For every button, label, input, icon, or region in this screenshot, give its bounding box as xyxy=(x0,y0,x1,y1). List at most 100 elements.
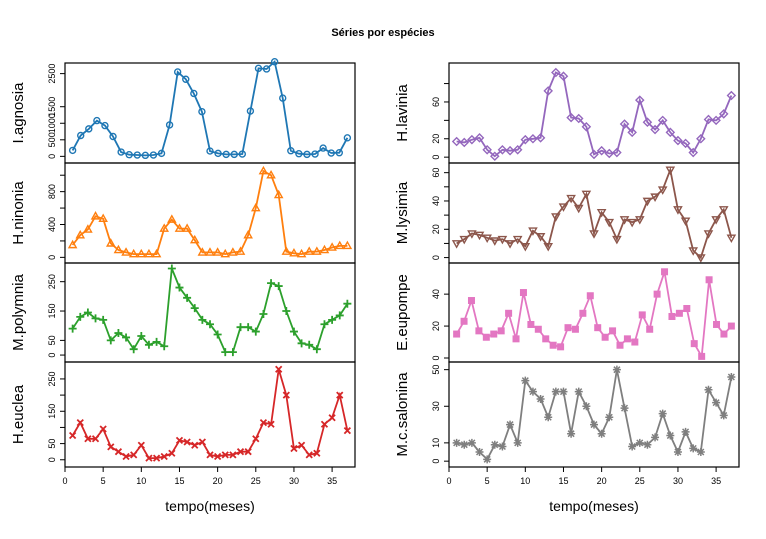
data-point xyxy=(320,320,329,329)
data-point xyxy=(482,234,492,243)
data-point xyxy=(160,342,169,351)
data-point xyxy=(558,71,569,81)
data-point xyxy=(720,330,728,338)
data-point xyxy=(98,213,108,223)
data-point xyxy=(334,240,345,250)
data-point xyxy=(282,391,290,399)
data-point xyxy=(83,224,93,233)
data-point xyxy=(236,448,245,456)
data-point xyxy=(254,64,263,73)
data-point xyxy=(275,365,283,373)
y-axis-label: I.agnosia xyxy=(10,82,27,144)
y-tick-label: 40 xyxy=(431,196,441,206)
data-point xyxy=(312,246,322,255)
y-tick-label: 0 xyxy=(47,154,57,159)
data-point xyxy=(328,414,336,422)
data-point xyxy=(296,248,307,258)
data-point xyxy=(68,324,77,333)
data-point xyxy=(160,452,168,461)
data-point xyxy=(520,242,531,252)
data-point xyxy=(497,145,508,155)
y-tick-label: 20 xyxy=(431,134,441,144)
data-point xyxy=(289,248,299,257)
data-point xyxy=(68,431,77,440)
data-point xyxy=(122,333,131,342)
data-point xyxy=(528,133,538,144)
data-point xyxy=(189,234,200,244)
y-tick-label: 500 xyxy=(47,132,57,147)
data-point xyxy=(519,289,527,297)
data-point xyxy=(627,127,637,138)
y-tick-label: 1500 xyxy=(47,97,57,117)
data-point xyxy=(206,320,214,329)
data-point xyxy=(327,242,337,251)
data-point xyxy=(267,420,275,428)
data-point xyxy=(289,327,298,336)
data-point xyxy=(474,133,485,143)
data-point xyxy=(190,89,198,98)
data-point xyxy=(604,218,615,228)
y-tick-label: 40 xyxy=(431,289,441,299)
data-point xyxy=(551,67,561,78)
data-point xyxy=(173,68,182,76)
data-point xyxy=(167,264,176,273)
data-point xyxy=(259,418,268,427)
y-tick-label: 20 xyxy=(431,224,441,234)
data-point xyxy=(688,247,699,256)
data-point xyxy=(297,441,306,449)
data-point xyxy=(688,147,699,158)
data-point xyxy=(498,442,507,451)
y-tick-label: 10 xyxy=(431,438,441,448)
data-point xyxy=(183,293,192,302)
data-point xyxy=(467,230,477,239)
y-axis-label: H.ninonia xyxy=(10,181,27,245)
data-point xyxy=(312,345,321,354)
y-axis-label: H.euclea xyxy=(10,384,27,444)
data-point xyxy=(506,420,515,429)
x-tick-label: 10 xyxy=(136,476,146,486)
y-axis-label: H.lavinia xyxy=(394,84,411,142)
data-point xyxy=(270,58,279,66)
data-point xyxy=(212,247,223,256)
y-axis-label: M.polymnia xyxy=(10,274,27,351)
data-point xyxy=(703,114,714,125)
data-point xyxy=(77,131,85,140)
data-point xyxy=(643,440,652,449)
data-point xyxy=(243,229,253,239)
data-point xyxy=(513,438,522,447)
data-point xyxy=(220,248,231,258)
data-point xyxy=(453,330,461,338)
data-point xyxy=(713,320,721,328)
x-tick-label: 35 xyxy=(327,476,337,486)
data-point xyxy=(482,145,492,155)
data-point xyxy=(222,150,230,159)
data-point xyxy=(244,448,252,456)
panel-left-2: H.ninonia 0 400 800 xyxy=(10,162,356,264)
data-point xyxy=(596,208,607,218)
data-point xyxy=(543,242,554,252)
data-point xyxy=(549,341,557,349)
data-point xyxy=(536,394,545,403)
data-point xyxy=(612,365,621,374)
data-point xyxy=(159,223,170,232)
data-point xyxy=(121,247,131,256)
data-point xyxy=(99,425,107,433)
data-point xyxy=(505,240,515,249)
data-point xyxy=(574,387,583,396)
y-tick-label: 800 xyxy=(47,184,57,199)
data-point xyxy=(604,148,615,159)
data-point xyxy=(214,149,222,158)
data-point xyxy=(191,441,199,449)
data-point xyxy=(589,230,599,239)
data-point xyxy=(650,124,660,135)
panel-right-1: H.lavinia 0 20 60 xyxy=(394,62,740,164)
series-line xyxy=(456,166,733,260)
data-point xyxy=(145,454,153,462)
data-point xyxy=(665,166,676,176)
data-point xyxy=(113,244,124,254)
data-point xyxy=(696,448,705,457)
series-line xyxy=(455,271,733,360)
data-point xyxy=(482,333,490,341)
data-point xyxy=(459,235,470,245)
data-point xyxy=(520,134,531,145)
